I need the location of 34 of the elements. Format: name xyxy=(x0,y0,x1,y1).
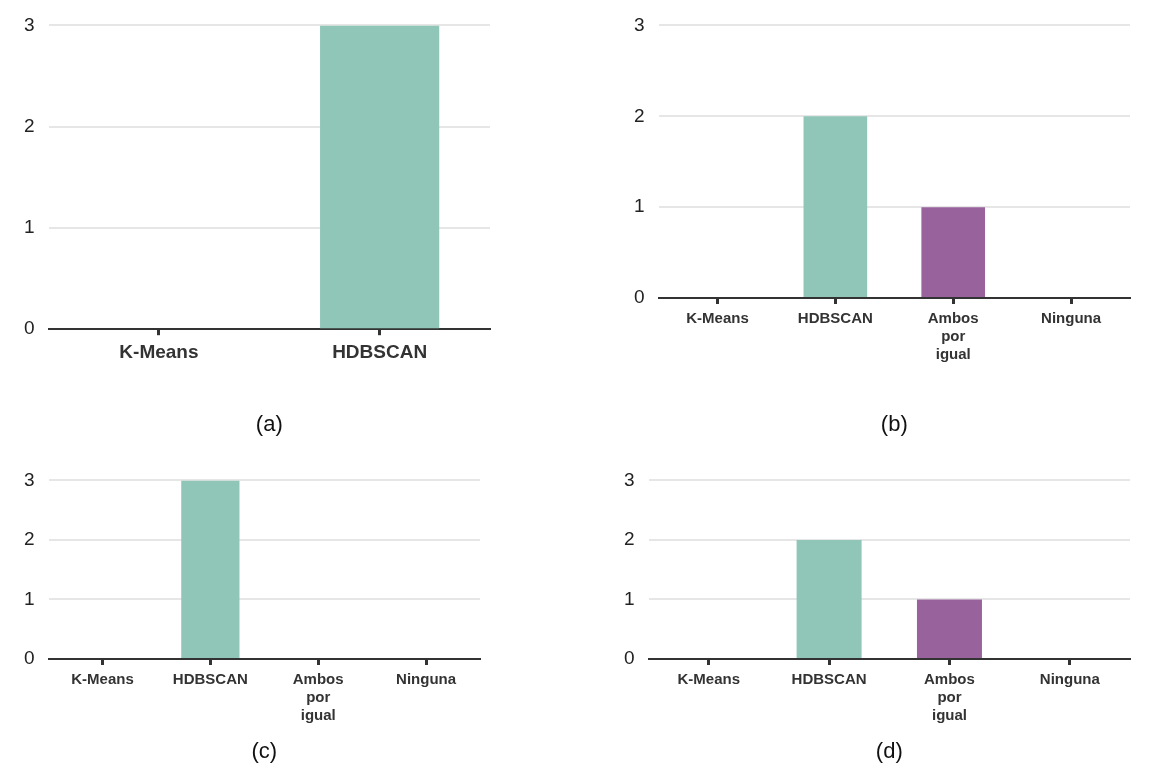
x-tick-label: Ninguna xyxy=(1039,670,1101,688)
y-tick-label: 3 xyxy=(623,468,635,490)
x-tick-label: HDBSCAN xyxy=(797,309,873,327)
x-tick-label: K-Means xyxy=(686,309,749,327)
y-tick-label: 2 xyxy=(23,114,35,136)
y-tick-label: 1 xyxy=(623,587,635,609)
y-tick-label: 1 xyxy=(23,216,35,238)
y-tick-label: 0 xyxy=(23,647,35,669)
x-tick-label: Ambos por igual xyxy=(924,670,975,724)
y-tick-label: 0 xyxy=(633,286,645,308)
x-tick-label: K-Means xyxy=(119,340,199,362)
x-tick-label: Ambos por igual xyxy=(292,670,344,724)
x-tick-label: Ambos por igual xyxy=(927,309,979,363)
y-tick-label: 3 xyxy=(23,13,35,35)
text: (d) xyxy=(875,738,903,764)
text: (b) xyxy=(880,411,908,437)
text: (a) xyxy=(255,411,283,437)
x-tick-label: Ninguna xyxy=(1041,309,1102,327)
y-tick-label: 0 xyxy=(623,647,635,669)
x-tick-label: K-Means xyxy=(71,670,134,688)
x-tick-label: HDBSCAN xyxy=(172,670,248,688)
y-tick-label: 1 xyxy=(23,587,35,609)
y-tick-label: 2 xyxy=(633,104,645,126)
y-tick-label: 0 xyxy=(23,317,35,339)
y-tick-label: 1 xyxy=(633,195,645,217)
x-tick-label: HDBSCAN xyxy=(332,340,428,362)
x-tick-label: Ninguna xyxy=(396,670,457,688)
y-tick-label: 2 xyxy=(23,528,35,550)
x-tick-label: K-Means xyxy=(677,670,740,688)
y-tick-label: 3 xyxy=(633,13,645,35)
x-tick-label: HDBSCAN xyxy=(791,670,867,688)
y-tick-label: 3 xyxy=(23,468,35,490)
y-tick-label: 2 xyxy=(623,528,635,550)
text: (c) xyxy=(251,738,278,764)
